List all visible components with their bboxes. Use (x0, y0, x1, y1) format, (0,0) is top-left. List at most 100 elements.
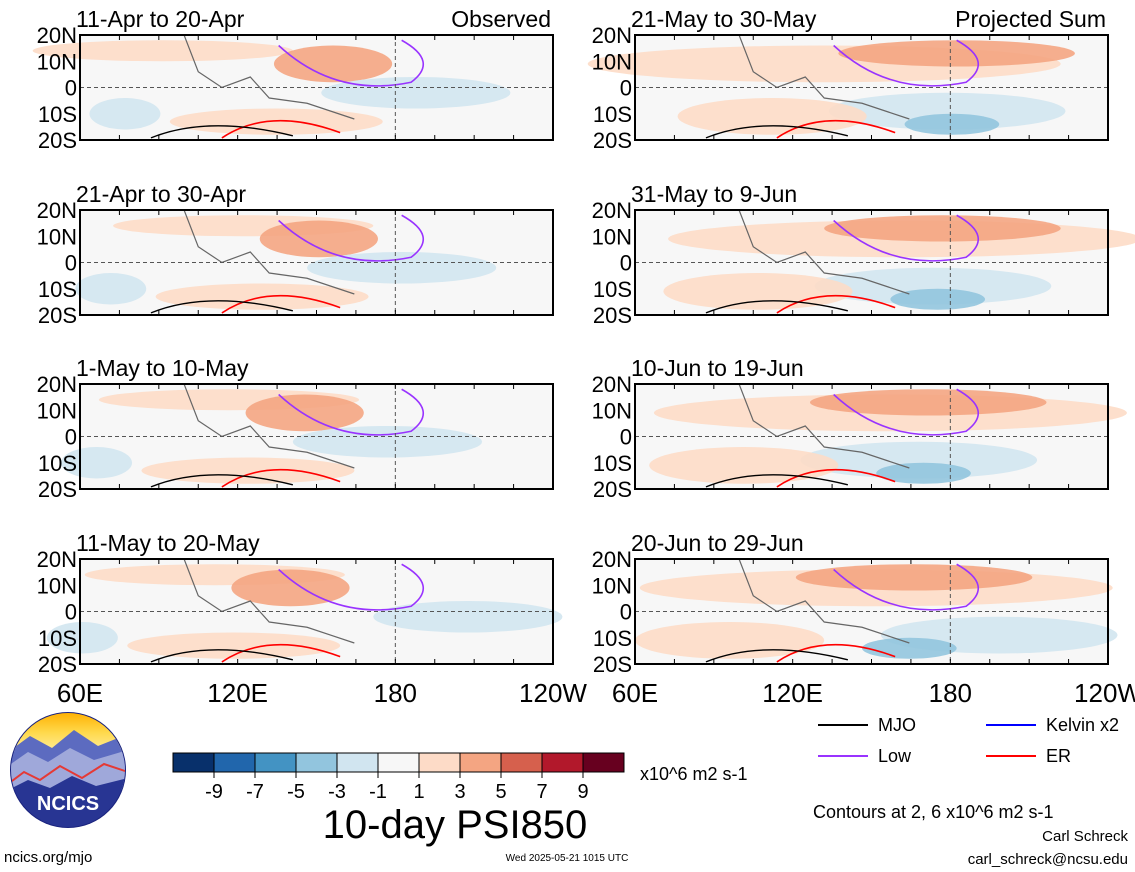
anomaly-shading (828, 92, 1066, 130)
ncics-logo: NCICS (10, 712, 126, 828)
colorbar-swatch (377, 752, 420, 773)
y-tick-label: 20S (38, 303, 77, 328)
colorbar-tick-label: -1 (369, 781, 387, 803)
low-contour (278, 39, 425, 87)
y-tick-label: 20N (592, 198, 632, 223)
colorbar-tick-label: -7 (246, 781, 264, 803)
er-contour (221, 295, 341, 314)
anomaly-shading (649, 447, 839, 484)
author-name: Carl Schreck (1042, 828, 1128, 845)
y-tick-label: 0 (620, 76, 632, 101)
low-contour (833, 563, 980, 611)
logo-text: NCICS (37, 793, 99, 815)
y-tick-label: 20S (593, 652, 632, 677)
coastline (183, 34, 355, 120)
y-tick-label: 10S (593, 451, 632, 476)
er-contour (776, 120, 896, 139)
y-tick-label: 0 (65, 251, 77, 276)
y-tick-label: 10S (38, 102, 77, 127)
anomaly-shading (373, 601, 563, 633)
y-tick-label: 20S (38, 477, 77, 502)
y-tick-label: 20N (592, 547, 632, 572)
colorbar-tick-label: -3 (328, 781, 346, 803)
er-contour (221, 469, 341, 488)
panel-title: 21-Apr to 30-Apr (76, 181, 246, 207)
anomaly-shading (814, 267, 1052, 305)
anomaly-shading (677, 98, 867, 135)
anomaly-shading (141, 457, 355, 484)
y-tick-label: 0 (620, 251, 632, 276)
legend-label: Low (878, 746, 912, 766)
x-tick-label: 60E (612, 678, 658, 708)
mjo-contour (150, 125, 294, 139)
y-tick-label: 10N (592, 398, 632, 423)
colorbar-swatch (418, 752, 461, 773)
coastline (738, 209, 910, 295)
colorbar-swatch (582, 752, 625, 773)
panel-title: 21-May to 30-May (631, 6, 817, 32)
y-tick-label: 0 (65, 425, 77, 450)
anomaly-shading (61, 447, 133, 479)
panel-title: 1-May to 10-May (76, 355, 249, 381)
y-tick-label: 20N (592, 372, 632, 397)
low-contour (833, 214, 980, 262)
source-url: ncics.org/mjo (4, 849, 92, 866)
anomaly-shading (862, 637, 957, 659)
anomaly-shading (904, 113, 1000, 135)
x-tick-label: 120E (762, 678, 823, 708)
column-header: Observed (451, 6, 551, 32)
colorbar-swatch (213, 752, 256, 773)
y-tick-label: 10N (37, 224, 77, 249)
colorbar-swatch (172, 752, 215, 773)
colorbar-tick-label: 9 (577, 781, 588, 803)
coastline (183, 383, 355, 469)
anomaly-shading (635, 622, 825, 659)
y-tick-label: 10N (592, 224, 632, 249)
coastline (738, 558, 910, 644)
contour-legend: MJO Kelvin x2 Low ER (818, 715, 1119, 766)
mjo-contour (150, 300, 294, 314)
anomaly-shading (800, 441, 1038, 479)
y-tick-label: 10N (592, 573, 632, 598)
column-header: Projected Sum (955, 6, 1106, 32)
y-tick-label: 20S (593, 303, 632, 328)
y-tick-label: 10S (593, 626, 632, 651)
anomaly-shading (127, 632, 341, 659)
anomaly-shading (259, 220, 378, 258)
colorbar-swatch (459, 752, 502, 773)
y-tick-label: 0 (65, 600, 77, 625)
anomaly-shading (663, 273, 853, 310)
legend-label: ER (1046, 746, 1071, 766)
x-tick-label: 120W (1074, 678, 1135, 708)
anomaly-shading (231, 569, 350, 607)
anomaly-shading (838, 40, 1075, 67)
x-tick-label: 120E (207, 678, 268, 708)
mjo-contour (150, 474, 294, 488)
colorbar-units: x10^6 m2 s-1 (640, 764, 748, 784)
x-tick-label: 120W (519, 678, 587, 708)
y-tick-label: 10N (592, 49, 632, 74)
anomaly-shading (89, 98, 161, 130)
y-tick-label: 10S (593, 277, 632, 302)
er-contour (776, 644, 896, 663)
contour-note: Contours at 2, 6 x10^6 m2 s-1 (813, 802, 1054, 822)
mjo-contour (705, 125, 849, 139)
y-tick-label: 10S (38, 277, 77, 302)
anomaly-shading (75, 273, 147, 305)
anomaly-shading (169, 108, 383, 135)
y-tick-label: 10S (38, 626, 77, 651)
figure-title: 10-day PSI850 (323, 803, 588, 847)
anomaly-shading (795, 564, 1033, 591)
low-contour (278, 563, 425, 611)
er-contour (221, 644, 341, 663)
er-contour (776, 295, 896, 314)
y-tick-label: 10N (37, 573, 77, 598)
low-contour (278, 388, 425, 436)
